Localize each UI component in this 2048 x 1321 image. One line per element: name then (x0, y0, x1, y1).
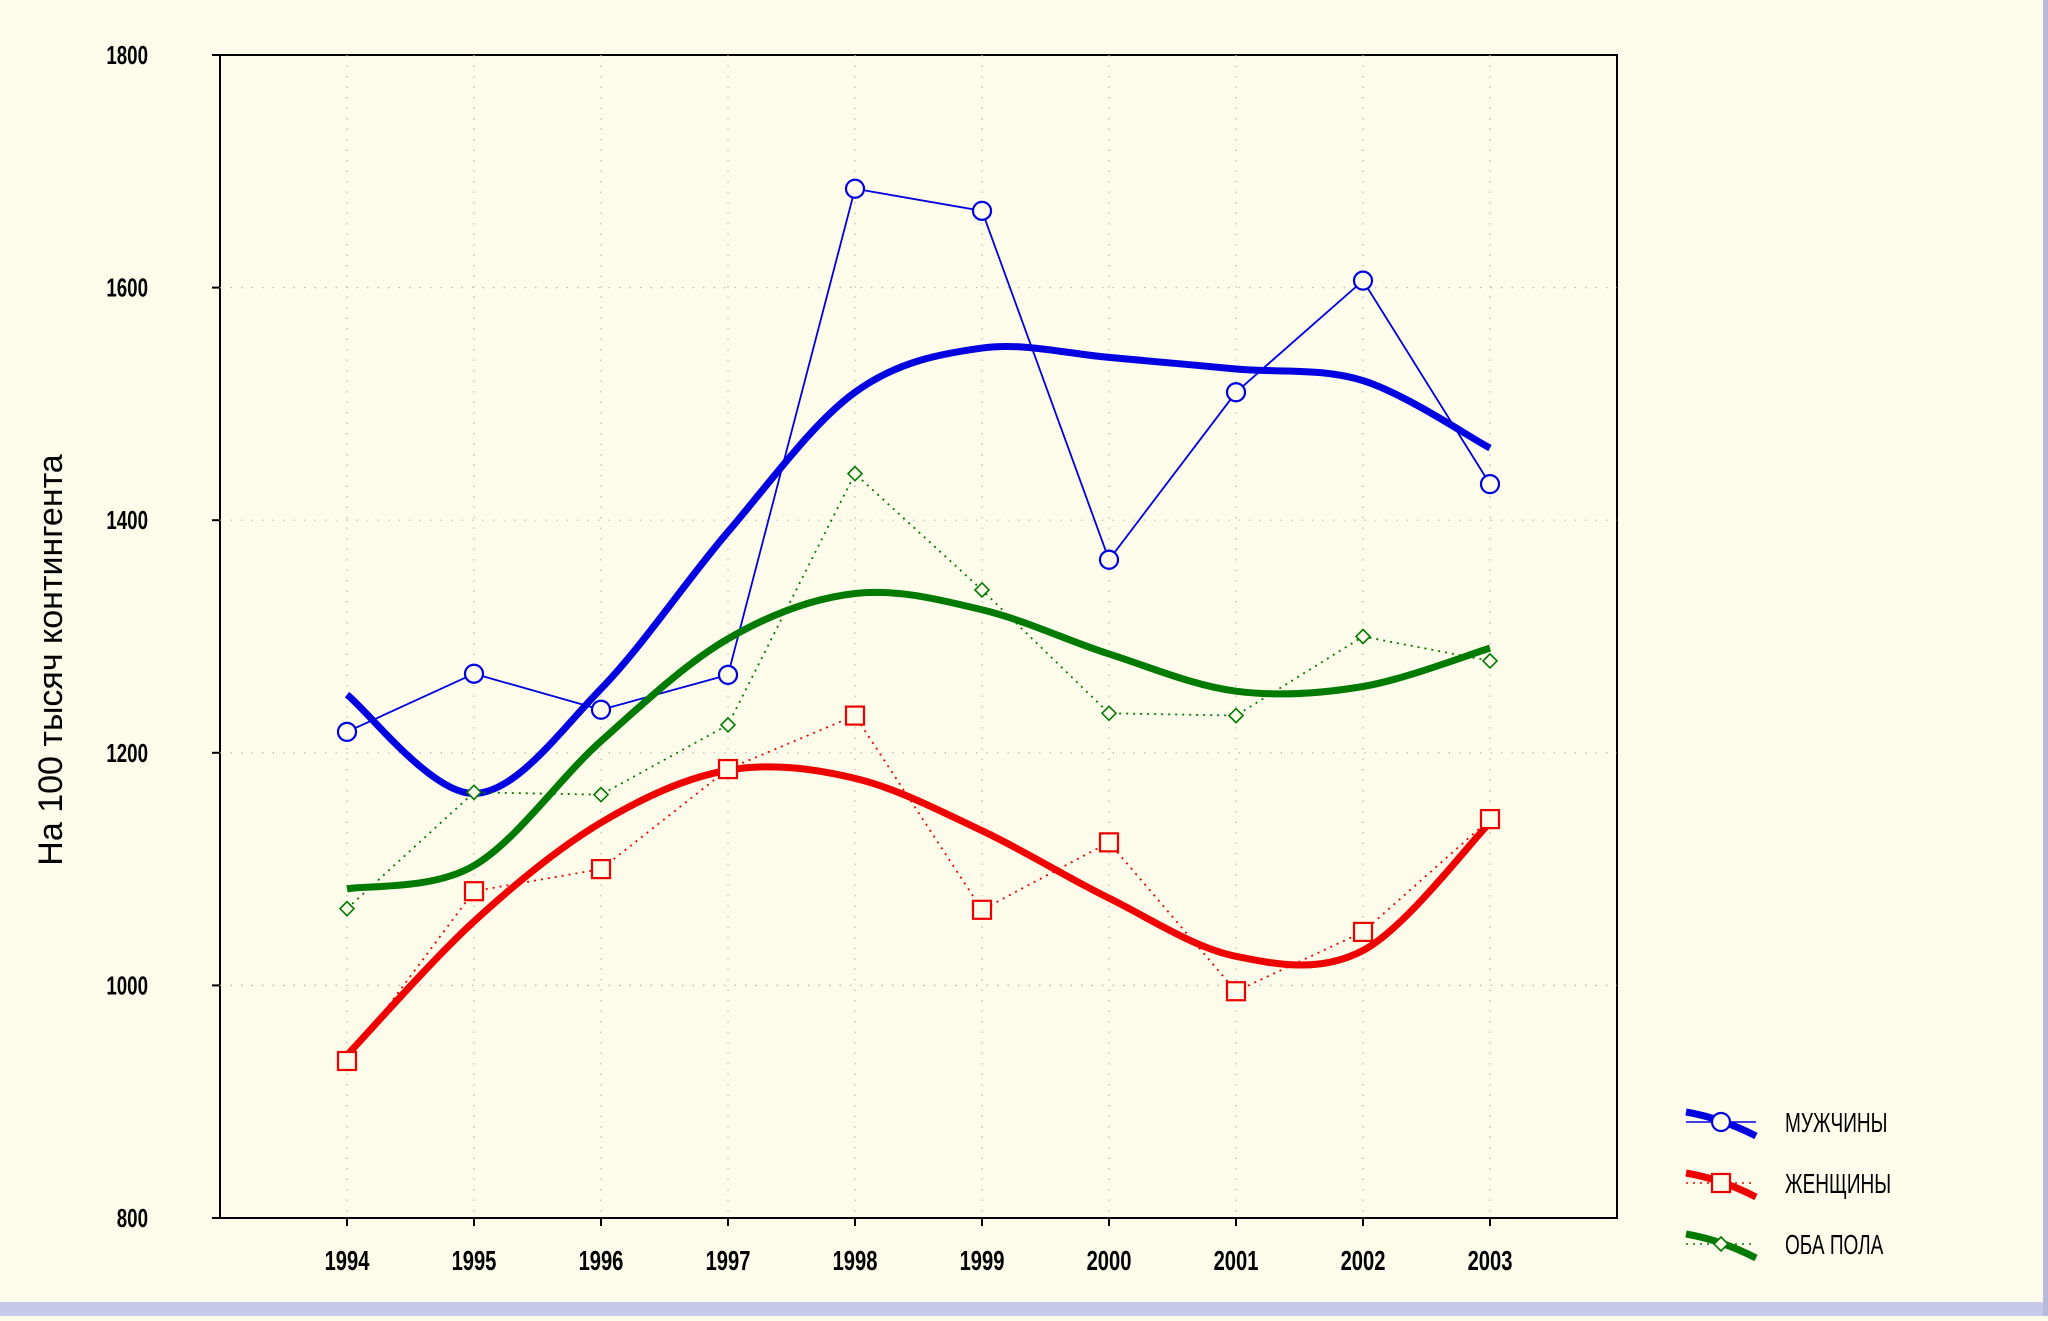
legend-item: ОБА ПОЛА (1685, 1229, 1883, 1262)
data-point (336, 721, 358, 742)
legend-label: МУЖЧИНЫ (1785, 1107, 1887, 1139)
y-tick-label: 1400 (106, 505, 148, 535)
data-point (590, 699, 612, 720)
y-tick-label: 1800 (106, 40, 148, 70)
data-point (1352, 921, 1374, 943)
data-point (338, 900, 356, 917)
legend-marker (1712, 1235, 1730, 1253)
x-tick-label: 1997 (706, 1246, 751, 1277)
legend-item: ЖЕНЩИНЫ (1685, 1168, 1891, 1201)
x-tick-label: 1994 (325, 1246, 370, 1277)
data-point (1479, 808, 1501, 830)
legend-item: МУЖЧИНЫ (1685, 1107, 1887, 1140)
legend: МУЖЧИНЫ ЖЕНЩИНЫ ОБА ПОЛА (1685, 1107, 1891, 1262)
x-tick-label: 1998 (833, 1246, 878, 1277)
series-line (346, 714, 1491, 1062)
data-point (590, 858, 612, 880)
data-point (1100, 705, 1118, 722)
data-point (465, 784, 483, 801)
data-point (1352, 270, 1374, 291)
x-tick-label: 2003 (1468, 1246, 1513, 1277)
series-group (336, 705, 1501, 1072)
data-point (971, 899, 993, 920)
x-tick-label: 2002 (1341, 1246, 1386, 1277)
data-point (717, 758, 739, 780)
axes: 800 1000 1200 1400 1600 1800 1994 1995 1996 1997 1… (106, 40, 1512, 1277)
right-border (2043, 0, 2048, 1316)
series (336, 178, 1501, 1072)
y-tick-label: 800 (117, 1203, 148, 1233)
data-point (1098, 549, 1120, 570)
legend-marker (1710, 1172, 1732, 1194)
data-point (717, 664, 739, 685)
legend-marker (1710, 1111, 1732, 1133)
y-axis-title: На 100 тысяч контингента (32, 454, 70, 865)
y-tick-label: 1600 (106, 272, 148, 302)
x-tick-label: 1996 (579, 1246, 624, 1277)
bottom-border (0, 1302, 2048, 1316)
data-point (1479, 474, 1501, 495)
series-group (338, 465, 1499, 917)
data-point (719, 716, 737, 734)
series-line (346, 187, 1491, 733)
data-point (844, 178, 866, 199)
data-point (973, 581, 991, 599)
data-point (1481, 652, 1499, 670)
data-point (971, 200, 993, 221)
x-tick-label: 2001 (1214, 1246, 1259, 1277)
trend-curve (344, 763, 1493, 1058)
legend-label: ОБА ПОЛА (1785, 1229, 1883, 1261)
data-point (1354, 628, 1372, 645)
data-point (844, 705, 866, 726)
trend-curve (344, 343, 1492, 798)
data-point (1227, 707, 1245, 724)
plot-area (219, 54, 1618, 1219)
data-point (1225, 981, 1247, 1002)
y-tick-label: 1200 (106, 738, 148, 768)
x-tick-label: 1999 (960, 1246, 1005, 1277)
trend-curve (346, 588, 1492, 893)
y-tick-label: 1000 (106, 970, 148, 1000)
x-tick-label: 2000 (1087, 1246, 1132, 1277)
data-point (336, 1050, 358, 1072)
data-point (1098, 832, 1120, 853)
data-point (592, 786, 610, 803)
legend-label: ЖЕНЩИНЫ (1785, 1168, 1891, 1200)
data-point (1225, 382, 1247, 403)
x-tick-label: 1995 (452, 1246, 497, 1277)
series-group (336, 178, 1501, 798)
data-point (846, 465, 864, 482)
data-point (463, 663, 485, 684)
grid (220, 55, 1617, 1218)
data-point (463, 881, 485, 902)
